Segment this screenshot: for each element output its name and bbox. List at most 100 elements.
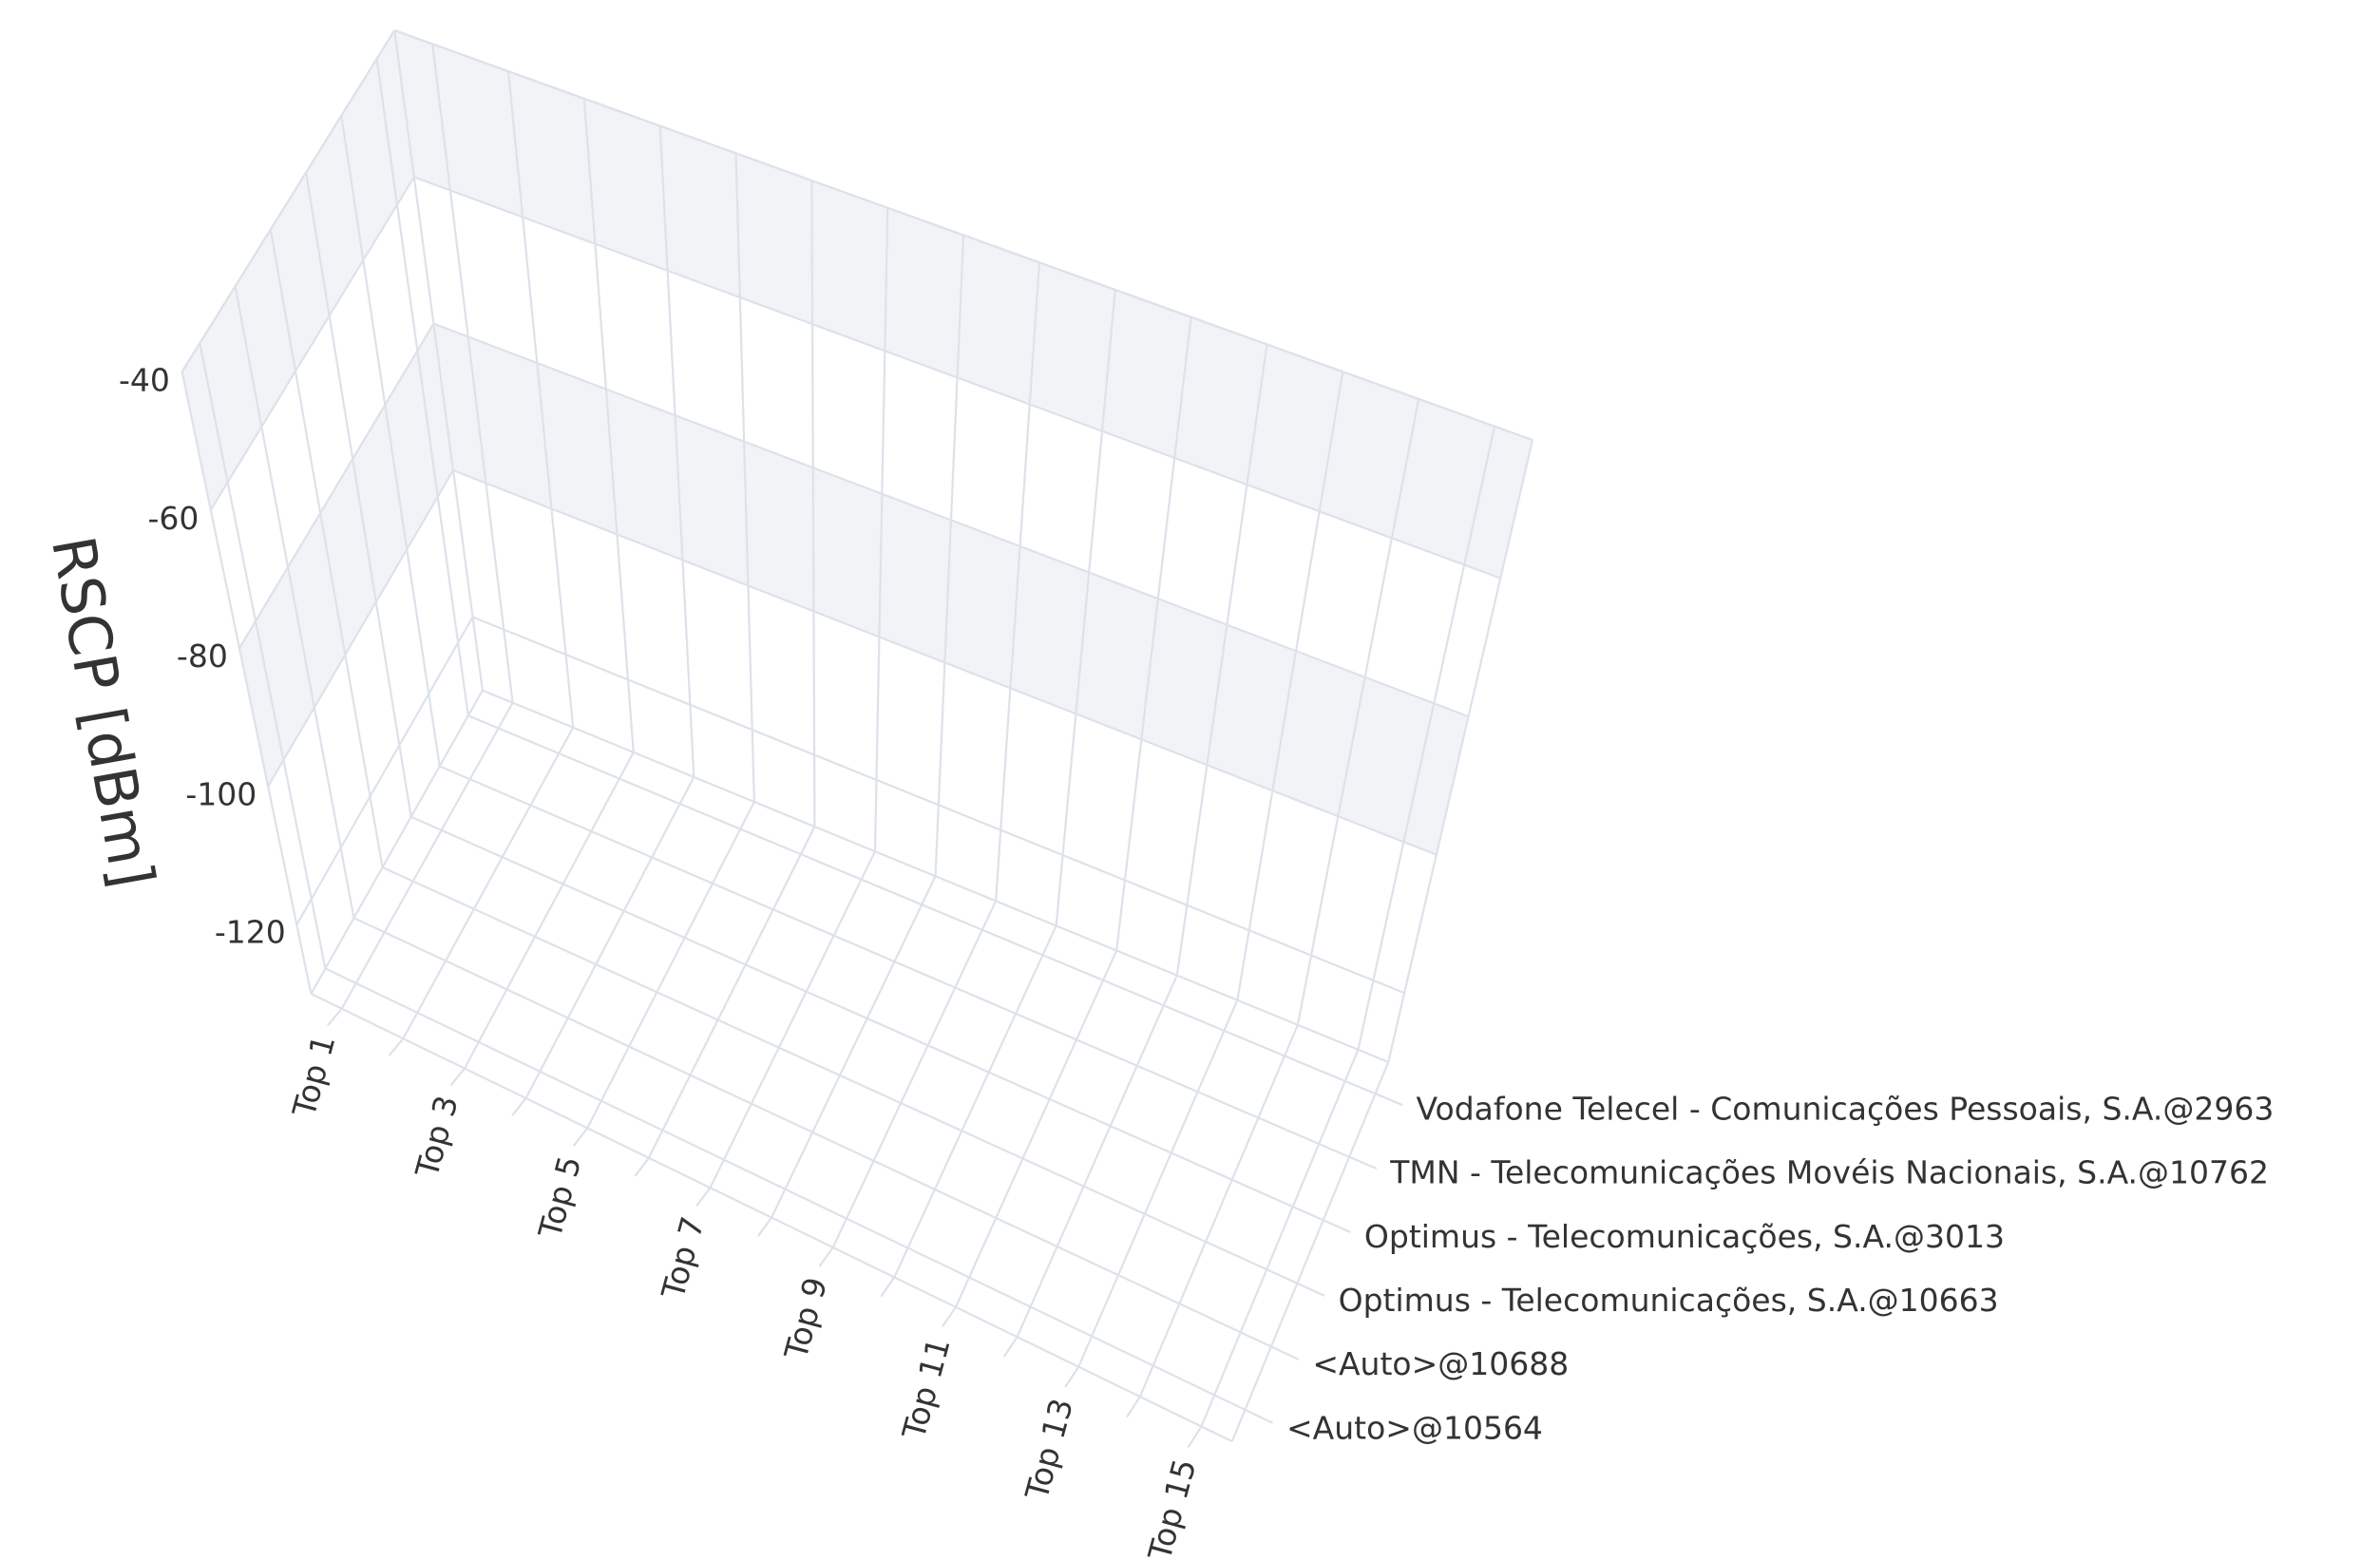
axis-title: RSCP [dBm] xyxy=(38,531,168,892)
floor-grid-line xyxy=(1016,975,1178,1338)
wall-band xyxy=(238,323,453,787)
x-tick xyxy=(1187,1425,1203,1448)
floor-grid-line xyxy=(1077,999,1239,1368)
floor-grid-line xyxy=(831,900,998,1248)
wall-grid-line xyxy=(1236,371,1344,1000)
floor-grid-line xyxy=(1200,1049,1360,1427)
x-tick-label: Top 1 xyxy=(285,1031,342,1121)
wall-band xyxy=(394,29,1533,579)
x-tick xyxy=(880,1276,896,1298)
floor-grid-line xyxy=(586,801,755,1129)
y-tick-label: Vodafone Telecel - Comunicações Pessoais… xyxy=(1417,1091,2275,1128)
wall-grid-line xyxy=(199,343,327,969)
floor-grid-line xyxy=(1138,1024,1299,1398)
x-tick xyxy=(695,1187,712,1208)
y-tick-label: <Auto>@10688 xyxy=(1312,1345,1569,1382)
box-edge xyxy=(1387,439,1534,1063)
floor-grid-line xyxy=(771,875,937,1219)
y-tick-label: Optimus - Telecomunicações, S.A.@3013 xyxy=(1364,1218,2005,1255)
wall-grid-line xyxy=(304,172,412,817)
box-edge xyxy=(181,371,313,995)
x-tick-label: Top 15 xyxy=(1141,1455,1204,1560)
y-tick xyxy=(1270,1345,1300,1360)
x-tick xyxy=(818,1246,834,1267)
grid-line xyxy=(413,176,1501,580)
wall-grid-line xyxy=(431,44,514,703)
floor-grid-line xyxy=(402,727,575,1039)
floor-grid-line xyxy=(410,815,1324,1222)
y-tick xyxy=(1296,1282,1325,1297)
wall-grid-line xyxy=(873,207,889,852)
floor-grid-line xyxy=(382,866,1298,1284)
z-tick-label: -100 xyxy=(185,775,257,812)
wall-grid-line xyxy=(1115,316,1192,951)
grid-line xyxy=(295,616,474,925)
x-tick xyxy=(1064,1366,1080,1388)
wall-grid-line xyxy=(340,115,441,767)
grid-line xyxy=(267,469,454,788)
floor-grid-line xyxy=(524,776,695,1099)
x-tick-label: Top 5 xyxy=(531,1152,588,1243)
x-tick xyxy=(327,1008,343,1026)
y-tick-label: <Auto>@10564 xyxy=(1286,1409,1543,1446)
floor-grid-line xyxy=(709,850,876,1189)
x-tick xyxy=(1126,1396,1141,1418)
floor-grid-line xyxy=(954,950,1118,1308)
x-tick xyxy=(572,1127,589,1147)
wall-grid-line xyxy=(375,58,469,716)
z-tick-label: -40 xyxy=(119,362,170,399)
grid-line xyxy=(209,176,415,511)
wall-grid-line xyxy=(995,262,1041,902)
floor-grid-line xyxy=(340,702,514,1010)
y-tick-label: Optimus - Telecomunicações, S.A.@10663 xyxy=(1339,1282,1999,1319)
grid-line xyxy=(181,29,396,372)
x-tick xyxy=(511,1097,527,1117)
x-tick xyxy=(756,1216,772,1237)
grid-line xyxy=(452,469,1438,856)
y-tick xyxy=(1323,1219,1351,1233)
wall-grid-line xyxy=(1175,344,1268,976)
floor-grid-line xyxy=(467,714,1376,1095)
wall-grid-line xyxy=(658,125,695,777)
z-tick-label: -60 xyxy=(147,500,199,537)
wall-grid-line xyxy=(734,153,755,803)
wall-band xyxy=(433,323,1469,855)
box-edge xyxy=(393,29,484,691)
wall-grid-line xyxy=(810,181,816,828)
x-tick-label: Top 13 xyxy=(1018,1395,1080,1505)
y-tick xyxy=(1244,1408,1273,1424)
x-tick-label: Top 7 xyxy=(654,1212,711,1303)
floor-grid-line xyxy=(463,751,635,1070)
y-tick-label: TMN - Telecomunicações Movéis Nacionais,… xyxy=(1389,1154,2269,1191)
x-tick xyxy=(1002,1336,1019,1358)
z-tick-label: -120 xyxy=(215,913,286,950)
box-edge xyxy=(310,690,484,995)
wall-grid-line xyxy=(1357,426,1496,1051)
floor-grid-line xyxy=(324,967,1246,1411)
wall-grid-line xyxy=(934,235,965,877)
wall-grid-line xyxy=(506,70,575,728)
wall-grid-line xyxy=(269,229,384,868)
box-edge xyxy=(1230,1061,1390,1442)
grid-line xyxy=(238,323,435,649)
x-tick-label: Top 9 xyxy=(777,1273,834,1363)
grid-line xyxy=(393,29,1533,442)
wall-grid-line xyxy=(582,98,635,752)
wall-band xyxy=(181,29,414,510)
grid-line xyxy=(472,616,1405,995)
x-tick xyxy=(942,1306,957,1328)
y-tick xyxy=(1348,1155,1378,1170)
x-tick xyxy=(634,1157,650,1177)
grid-line xyxy=(432,322,1469,718)
x-tick-label: Top 11 xyxy=(895,1334,958,1444)
x-tick-label: Top 3 xyxy=(408,1092,465,1182)
floor-grid-line xyxy=(439,765,1350,1158)
wall-grid-line xyxy=(234,286,355,919)
wall-grid-line xyxy=(1055,289,1116,926)
z-tick-label: -80 xyxy=(177,637,228,675)
y-tick xyxy=(1375,1093,1403,1107)
x-tick xyxy=(388,1037,405,1056)
floor-grid-line xyxy=(353,917,1272,1348)
floor-grid-line xyxy=(893,924,1057,1278)
